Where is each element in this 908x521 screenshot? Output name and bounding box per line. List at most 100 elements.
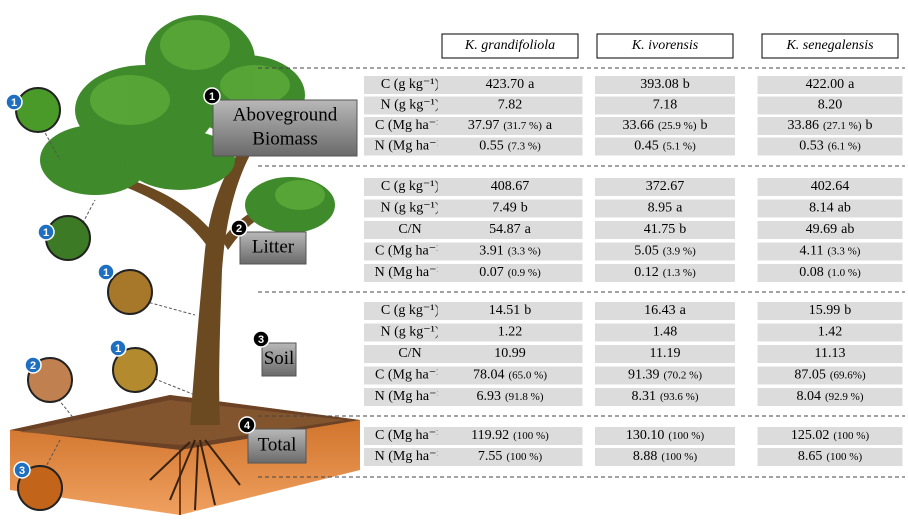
cell-value: 8.14 xyxy=(809,201,834,216)
cell: 408.67 xyxy=(491,179,530,194)
cell-share: (100 %) xyxy=(833,430,869,442)
cell: 8.04(92.9 %) xyxy=(797,389,864,404)
cell-share: (3.9 %) xyxy=(663,245,696,257)
row-label: N (g kg⁻¹) xyxy=(380,201,439,216)
cell: 33.66(25.9 %)b xyxy=(623,118,708,133)
cell-significance: a xyxy=(546,118,553,133)
row-label: N (Mg ha⁻¹) xyxy=(375,265,446,280)
cell: 1.22 xyxy=(498,325,523,340)
cell: 41.75b xyxy=(644,222,687,237)
cell-share: (6.1 %) xyxy=(828,140,861,152)
cell-significance: b xyxy=(683,77,690,92)
cell-value: 8.65 xyxy=(798,449,823,464)
cell: 1.42 xyxy=(818,325,843,340)
row-label: C (Mg ha⁻¹) xyxy=(375,368,445,383)
cell-value: 8.95 xyxy=(648,201,673,216)
cell-share: (70.2 %) xyxy=(664,369,703,381)
cell: 402.64 xyxy=(811,179,850,194)
row-label: C (g kg⁻¹) xyxy=(381,303,440,318)
row-label: C (Mg ha⁻¹) xyxy=(375,118,445,133)
section-title: Total xyxy=(258,434,297,455)
cell: 8.65(100 %) xyxy=(798,449,863,464)
cell-value: 37.97 xyxy=(468,118,500,133)
cell-value: 3.91 xyxy=(479,244,504,259)
cell-share: (69.6%) xyxy=(830,369,866,381)
cell-value: 7.55 xyxy=(478,449,503,464)
cell-value: 6.93 xyxy=(477,389,502,404)
cell-value: 1.22 xyxy=(498,325,523,340)
cell-share: (5.1 %) xyxy=(663,140,696,152)
cell-value: 0.08 xyxy=(799,265,824,280)
cell-value: 7.18 xyxy=(653,98,678,113)
row-label: C (Mg ha⁻¹) xyxy=(375,428,445,443)
cell-value: 10.99 xyxy=(494,346,526,361)
cell: 37.97(31.7 %) a xyxy=(468,118,553,133)
cell-significance: a xyxy=(676,201,683,216)
row-label: N (Mg ha⁻¹) xyxy=(375,139,446,154)
row-label: C (g kg⁻¹) xyxy=(381,77,440,92)
cell: 393.08 b xyxy=(640,77,690,92)
cell-value: 0.45 xyxy=(634,139,659,154)
cell: 11.19 xyxy=(650,346,681,361)
cell-bg xyxy=(438,427,583,445)
section-number: 2 xyxy=(236,223,242,235)
cell-share: (100 %) xyxy=(826,451,862,463)
cell: 6.93(91.8 %) xyxy=(477,389,544,404)
cell: 0.55(7.3 %) xyxy=(479,139,541,154)
cell-value: 408.67 xyxy=(491,179,530,194)
tree-illustration xyxy=(10,15,360,515)
cell: 8.95a xyxy=(648,201,684,216)
cell-significance: b xyxy=(524,303,531,318)
cell: 0.08(1.0 %) xyxy=(799,265,861,280)
cell: 0.53 (6.1 %) xyxy=(799,139,861,154)
cell-value: 0.55 xyxy=(479,139,504,154)
cell-share: (3.3 %) xyxy=(508,245,541,257)
cell-significance: b xyxy=(679,222,686,237)
cell: 14.51b xyxy=(489,303,532,318)
cell-value: 422.00 xyxy=(806,77,845,92)
cell-value: 393.08 xyxy=(640,77,679,92)
row-label: C/N xyxy=(398,346,421,361)
cell-significance: a xyxy=(528,77,535,92)
cell-significance: b xyxy=(866,118,873,133)
cell-value: 7.82 xyxy=(498,98,523,113)
figure: 111123 K. grandifoliolaK. ivorensisK. se… xyxy=(0,0,908,516)
cell-share: (31.7 %) xyxy=(503,120,542,132)
cell-value: 0.53 xyxy=(799,139,824,154)
cell-value: 8.88 xyxy=(633,449,658,464)
row-label: N (Mg ha⁻¹) xyxy=(375,389,446,404)
cell-value: 0.07 xyxy=(479,265,504,280)
cell-share: (65.0 %) xyxy=(509,369,548,381)
section-title: Litter xyxy=(252,236,295,257)
cell-value: 41.75 xyxy=(644,222,676,237)
row-label: C (g kg⁻¹) xyxy=(381,179,440,194)
section-number: 3 xyxy=(258,334,264,346)
section-number: 1 xyxy=(209,91,215,103)
section-number: 4 xyxy=(244,420,251,432)
column-header: K. ivorensis xyxy=(631,38,699,53)
cell-value: 1.42 xyxy=(818,325,843,340)
cell: 11.13 xyxy=(815,346,846,361)
cell: 54.87a xyxy=(489,222,532,237)
row-label: C (Mg ha⁻¹) xyxy=(375,244,445,259)
cell-share: (0.9 %) xyxy=(508,267,541,279)
cell-value: 423.70 xyxy=(486,77,525,92)
cell-value: 402.64 xyxy=(811,179,850,194)
cell: 0.45 (5.1 %) xyxy=(634,139,696,154)
cell: 87.05(69.6%) xyxy=(794,368,866,383)
cell: 372.67 xyxy=(646,179,685,194)
row-label: C/N xyxy=(398,222,421,237)
cell-value: 11.19 xyxy=(650,346,681,361)
cell-share: (27.1 %) xyxy=(823,120,862,132)
cell-share: (25.9 %) xyxy=(658,120,697,132)
row-label: N (Mg ha⁻¹) xyxy=(375,449,446,464)
cell: 8.31(93.6 %) xyxy=(632,389,699,404)
icon-number: 1 xyxy=(11,97,17,109)
cell-value: 11.13 xyxy=(815,346,846,361)
cell-significance: ab xyxy=(838,201,851,216)
cell-value: 15.99 xyxy=(809,303,841,318)
cell-share: (100 %) xyxy=(506,451,542,463)
cell-value: 119.92 xyxy=(471,428,509,443)
cell: 15.99b xyxy=(809,303,852,318)
